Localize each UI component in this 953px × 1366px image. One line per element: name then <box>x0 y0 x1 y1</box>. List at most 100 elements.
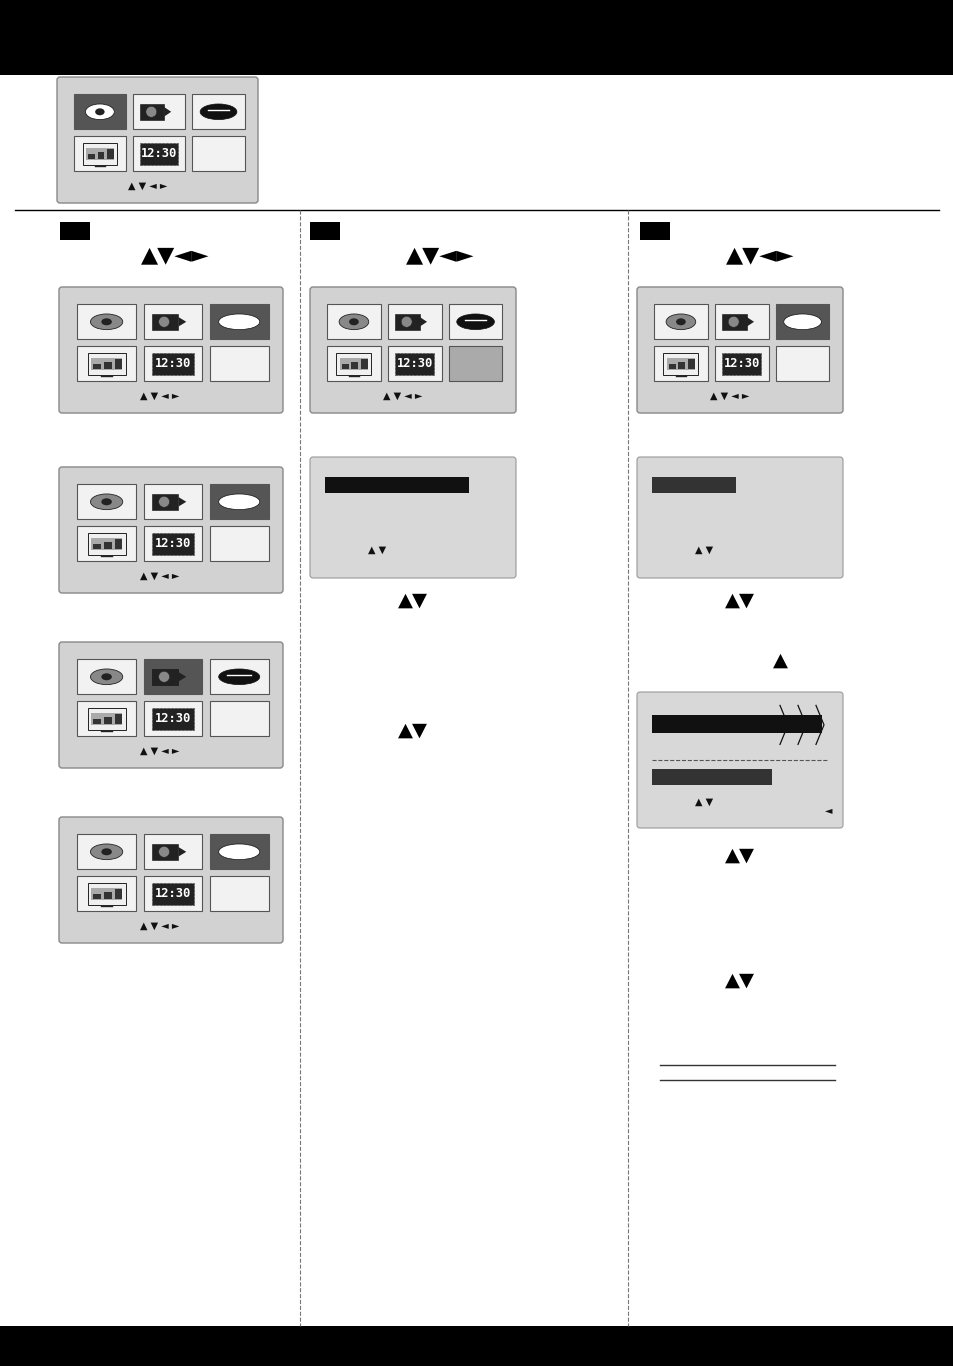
Bar <box>73 94 126 130</box>
FancyBboxPatch shape <box>637 287 842 413</box>
Bar <box>143 701 202 736</box>
Bar <box>104 362 112 369</box>
Text: ▲ ▼ ◄ ►: ▲ ▼ ◄ ► <box>140 746 179 755</box>
Ellipse shape <box>676 318 685 325</box>
Bar <box>93 544 101 549</box>
Bar <box>388 305 441 339</box>
Ellipse shape <box>158 317 170 328</box>
Text: ▲ ▼ ◄ ►: ▲ ▼ ◄ ► <box>383 391 422 400</box>
Ellipse shape <box>95 108 105 115</box>
FancyBboxPatch shape <box>637 693 842 828</box>
Ellipse shape <box>101 499 112 505</box>
Ellipse shape <box>86 104 114 120</box>
Text: ▲ ▼: ▲ ▼ <box>694 796 712 806</box>
Bar <box>210 835 269 869</box>
Bar <box>88 708 126 729</box>
Bar <box>152 708 193 729</box>
Polygon shape <box>178 847 186 856</box>
Bar <box>86 149 113 160</box>
Ellipse shape <box>456 314 494 329</box>
Bar <box>143 485 202 519</box>
Bar <box>721 314 746 329</box>
Bar <box>97 152 104 160</box>
Bar <box>678 362 685 369</box>
Bar <box>210 526 269 561</box>
Bar <box>104 542 112 549</box>
Bar <box>210 347 269 381</box>
Bar <box>143 660 202 694</box>
Bar <box>210 660 269 694</box>
Text: 12:30: 12:30 <box>141 148 177 160</box>
Bar <box>775 347 828 381</box>
Polygon shape <box>164 107 171 116</box>
Bar <box>91 888 122 900</box>
Bar <box>210 485 269 519</box>
Text: ◄: ◄ <box>823 805 831 816</box>
Text: ▲▼: ▲▼ <box>397 720 428 739</box>
Bar <box>775 305 828 339</box>
Bar <box>88 154 94 160</box>
Ellipse shape <box>218 669 259 684</box>
Ellipse shape <box>101 318 112 325</box>
Text: ▲▼: ▲▼ <box>724 590 754 609</box>
FancyBboxPatch shape <box>59 467 283 593</box>
Ellipse shape <box>91 494 123 510</box>
Text: ▲▼◄►: ▲▼◄► <box>405 245 474 265</box>
Bar <box>143 305 202 339</box>
Bar <box>132 94 185 130</box>
Bar <box>152 844 178 859</box>
Bar <box>310 223 339 240</box>
Text: ▲ ▼: ▲ ▼ <box>694 545 712 555</box>
FancyBboxPatch shape <box>59 642 283 768</box>
Bar <box>140 104 164 120</box>
Text: ▲: ▲ <box>772 650 786 669</box>
Text: 12:30: 12:30 <box>723 358 760 370</box>
Ellipse shape <box>200 104 236 120</box>
Bar <box>88 882 126 904</box>
Bar <box>152 882 193 904</box>
Bar <box>77 877 135 911</box>
FancyBboxPatch shape <box>310 287 516 413</box>
Bar <box>193 94 245 130</box>
Bar <box>77 485 135 519</box>
Bar <box>341 365 348 369</box>
Bar <box>77 347 135 381</box>
Text: ▲ ▼ ◄ ►: ▲ ▼ ◄ ► <box>128 180 168 191</box>
Bar <box>448 305 502 339</box>
Bar <box>88 533 126 555</box>
Bar <box>325 477 469 493</box>
FancyBboxPatch shape <box>59 287 283 413</box>
Bar <box>210 305 269 339</box>
Bar <box>721 352 760 374</box>
Text: ▲ ▼ ◄ ►: ▲ ▼ ◄ ► <box>140 571 179 581</box>
Bar <box>93 365 101 369</box>
Bar <box>654 305 707 339</box>
Ellipse shape <box>91 314 123 329</box>
Bar <box>388 347 441 381</box>
Bar <box>77 660 135 694</box>
Ellipse shape <box>338 314 368 329</box>
Bar <box>339 358 368 370</box>
Bar <box>395 352 434 374</box>
Text: ▲ ▼ ◄ ►: ▲ ▼ ◄ ► <box>140 391 179 400</box>
Bar <box>210 877 269 911</box>
Bar <box>639 223 669 240</box>
Bar <box>0 0 953 75</box>
Bar <box>93 895 101 899</box>
Bar <box>91 713 122 725</box>
Bar <box>210 701 269 736</box>
Polygon shape <box>178 497 186 507</box>
Bar <box>104 892 112 899</box>
Bar <box>77 835 135 869</box>
Bar <box>152 352 193 374</box>
Bar <box>77 305 135 339</box>
Bar <box>143 526 202 561</box>
Polygon shape <box>178 672 186 682</box>
Bar <box>132 137 185 171</box>
Ellipse shape <box>401 317 412 328</box>
Text: 12:30: 12:30 <box>154 712 191 725</box>
Bar <box>152 314 178 329</box>
Bar <box>83 143 117 164</box>
Text: ▲▼◄►: ▲▼◄► <box>141 245 209 265</box>
Bar <box>666 358 694 370</box>
